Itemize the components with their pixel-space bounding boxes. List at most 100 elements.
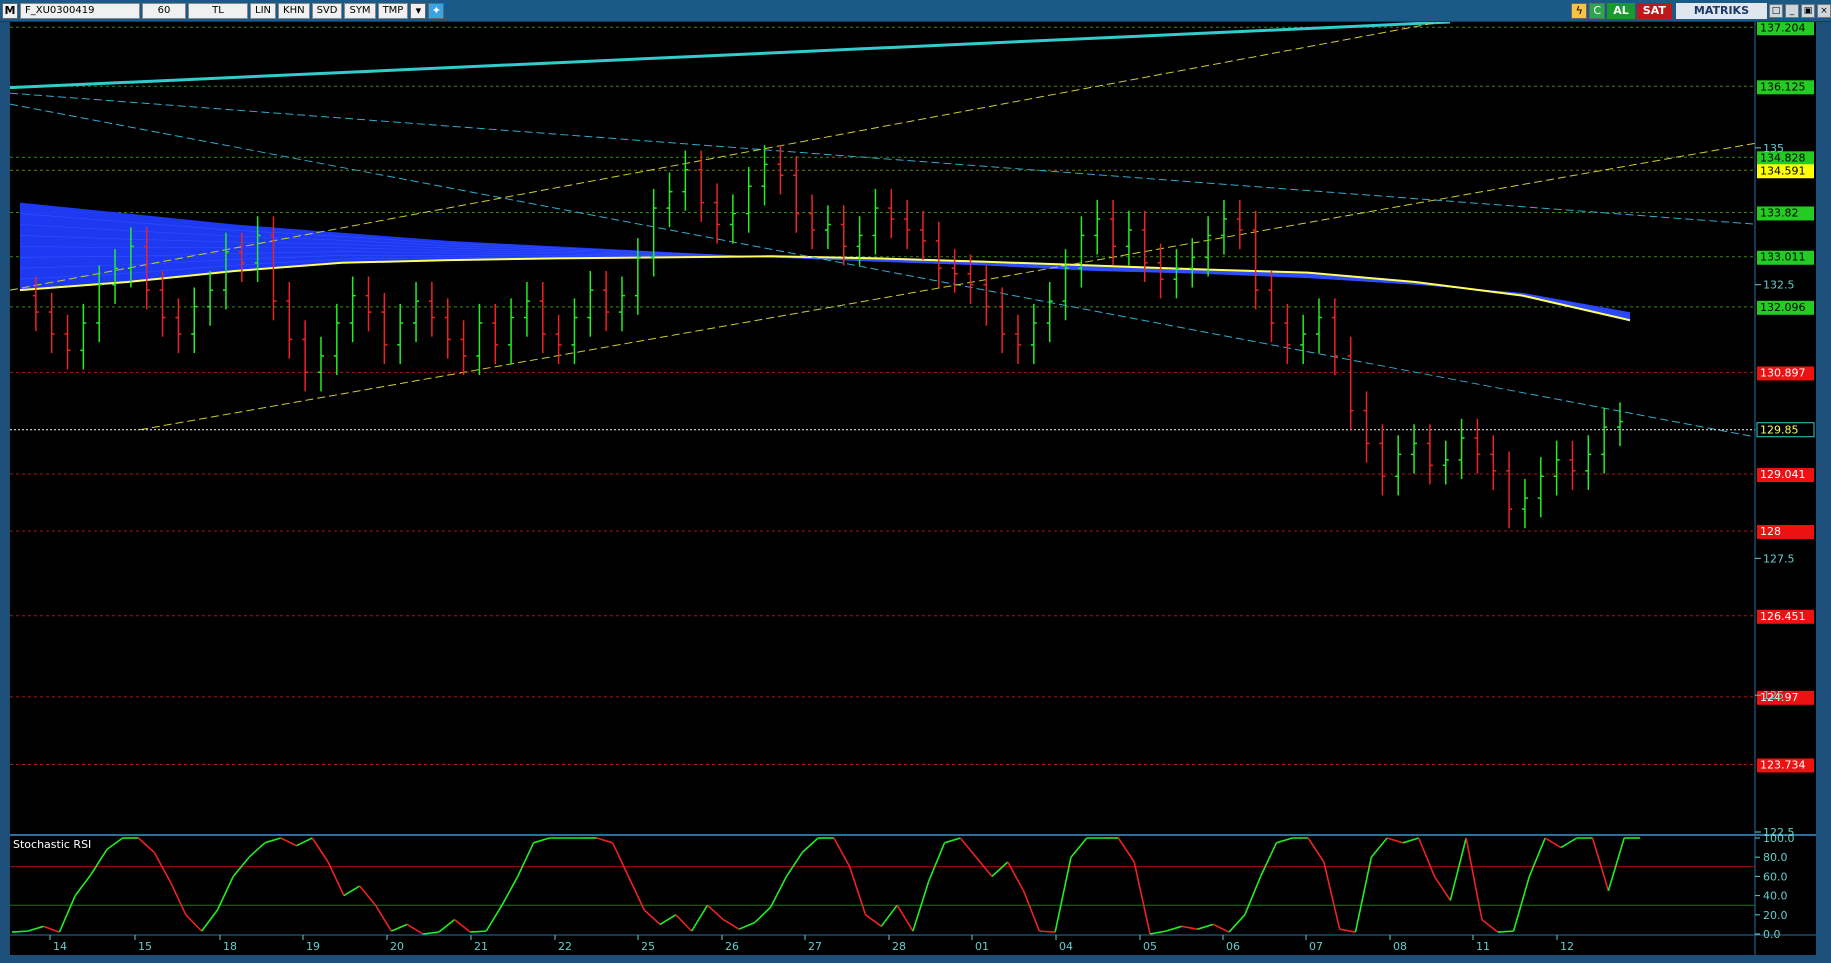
- last-price-box: [1756, 422, 1815, 438]
- m-logo-icon[interactable]: M: [2, 2, 18, 19]
- window-maximize-icon[interactable]: ▣: [1801, 3, 1815, 18]
- level-price-tag: 132.096: [1757, 300, 1814, 315]
- candle: [159, 271, 166, 337]
- candle: [1173, 249, 1180, 299]
- rsi-segment: [280, 837, 297, 847]
- symbol-selector[interactable]: F_XU0300419: [20, 2, 140, 19]
- rsi-segment: [422, 931, 439, 935]
- rsi-segment: [374, 904, 393, 932]
- lin-button[interactable]: LIN: [250, 2, 277, 19]
- rsi-segment: [1402, 837, 1419, 844]
- x-tick-label: 27: [808, 940, 822, 953]
- y-tick-label: 127.5: [1763, 552, 1795, 565]
- rsi-segment: [1212, 923, 1230, 933]
- candle: [428, 281, 435, 337]
- candle: [1141, 210, 1148, 282]
- rsi-segment: [848, 866, 867, 916]
- candle: [1015, 314, 1022, 365]
- candle: [967, 254, 974, 304]
- rsi-segment: [1022, 890, 1041, 932]
- rsi-segment: [1165, 925, 1182, 932]
- level-price-tag: 128: [1757, 524, 1814, 539]
- candle: [872, 188, 879, 255]
- buy-button[interactable]: AL: [1607, 2, 1635, 19]
- x-tick-label: 08: [1393, 940, 1407, 953]
- rsi-segment: [627, 876, 645, 911]
- level-tag-box: [1757, 151, 1814, 166]
- level-tag-label: 123.734: [1760, 758, 1806, 771]
- rsi-segment: [1370, 837, 1388, 858]
- rsi-segment: [1544, 837, 1562, 849]
- rsi-tick-label: 60.0: [1763, 870, 1788, 883]
- rsi-tick-label: 100.0: [1763, 832, 1795, 845]
- rsi-segment: [248, 842, 266, 858]
- rsi-segment: [1497, 930, 1514, 933]
- candle: [286, 281, 293, 359]
- candle: [1553, 440, 1560, 496]
- candle: [1569, 440, 1576, 490]
- candle: [96, 265, 103, 343]
- candle: [571, 298, 578, 365]
- rsi-segment: [232, 856, 250, 877]
- svd-button[interactable]: SVD: [311, 2, 343, 19]
- candle: [983, 265, 990, 326]
- rsi-segment: [722, 918, 740, 930]
- rsi-segment: [27, 925, 44, 932]
- candle: [270, 216, 277, 321]
- lightning-icon[interactable]: ϟ: [1571, 2, 1588, 19]
- candle: [1078, 216, 1085, 288]
- rsi-segment: [1449, 837, 1467, 901]
- rsi-segment: [1528, 837, 1546, 877]
- rsi-segment: [11, 930, 28, 933]
- rsi-segment: [137, 837, 155, 853]
- rsi-segment: [1197, 923, 1214, 930]
- level-tag-box: [1757, 609, 1814, 624]
- rsi-segment: [754, 906, 772, 924]
- window-minimize-icon[interactable]: _: [1785, 3, 1799, 18]
- level-tag-label: 137.204: [1760, 22, 1806, 34]
- rsi-segment: [185, 914, 203, 932]
- candle: [476, 303, 483, 376]
- rsi-segment: [1354, 857, 1373, 933]
- rsi-segment: [1465, 837, 1483, 920]
- rsi-segment: [1070, 837, 1088, 858]
- twitter-bird-icon[interactable]: ✦: [428, 2, 445, 19]
- window-restore-icon[interactable]: □: [1769, 3, 1783, 18]
- rsi-segment: [517, 842, 535, 877]
- rsi-segment: [311, 837, 329, 863]
- candle: [1046, 281, 1053, 343]
- level-tag-box: [1757, 690, 1814, 705]
- level-tag-box: [1757, 164, 1814, 179]
- dropdown-arrow-icon[interactable]: ▾: [410, 2, 427, 19]
- candle: [1110, 199, 1117, 266]
- candle: [175, 298, 182, 354]
- candle: [207, 271, 214, 326]
- rsi-segment: [706, 904, 724, 921]
- price-chart-svg[interactable]: Stochastic RSI 137.204 136.125 134.828134.…: [10, 22, 1816, 955]
- candle: [777, 145, 784, 195]
- level-tag-label: 134.591: [1760, 164, 1806, 177]
- ema-fan-band: [20, 202, 1630, 321]
- x-tick-label: 12: [1560, 940, 1574, 953]
- candle: [824, 205, 831, 250]
- candle: [1189, 238, 1196, 288]
- level-tag-box: [1757, 80, 1814, 95]
- khn-button[interactable]: KHN: [278, 2, 310, 19]
- currency-selector[interactable]: TL: [188, 2, 248, 19]
- tmp-button[interactable]: TMP: [377, 2, 409, 19]
- rsi-tick-label: 80.0: [1763, 851, 1788, 864]
- level-tag-label: 133.82: [1760, 206, 1799, 219]
- rsi-segment: [927, 842, 946, 882]
- sell-button[interactable]: SAT: [1636, 2, 1672, 19]
- window-close-icon[interactable]: ×: [1817, 3, 1831, 18]
- y-tick-label: 132.5: [1763, 279, 1795, 292]
- candle: [222, 232, 229, 310]
- rsi-segment: [343, 885, 361, 897]
- candle: [48, 292, 55, 354]
- refresh-icon[interactable]: C: [1589, 2, 1606, 19]
- rsi-segment: [1323, 861, 1341, 930]
- rsi-segment: [1149, 930, 1166, 935]
- period-selector[interactable]: 60: [142, 2, 186, 19]
- sym-button[interactable]: SYM: [344, 2, 376, 19]
